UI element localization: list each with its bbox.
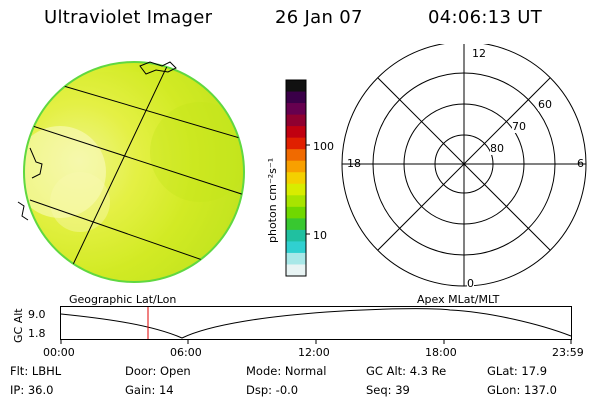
mode-info: Mode: Normal	[246, 364, 327, 378]
colorbar-stripe	[286, 264, 306, 277]
polar-caption: Apex MLat/MLT	[417, 293, 500, 306]
earth-texture	[24, 72, 244, 282]
seq-info: Seq: 39	[366, 383, 410, 397]
colorbar-stripe	[286, 149, 306, 162]
mlt-label-18: 18	[347, 157, 361, 170]
observation-date: 26 Jan 07	[275, 7, 363, 28]
colorbar-stripe	[286, 241, 306, 254]
colorbar-stripe	[286, 137, 306, 150]
disk-limb	[23, 61, 245, 283]
filter-info: Flt: LBHL	[10, 364, 62, 378]
colorbar-stripe	[286, 114, 306, 127]
altitude-tick-max: 9.0	[28, 308, 46, 321]
glat-info: GLat: 17.9	[487, 364, 548, 378]
colorbar-stripe	[286, 218, 306, 231]
mlt-label-6: 6	[577, 157, 584, 170]
earth-image-panel	[17, 61, 245, 283]
time-tick-1800: 18:00	[425, 346, 457, 359]
time-tick-0600: 06:00	[170, 346, 202, 359]
gain-info: Gain: 14	[125, 383, 174, 397]
coastline-southwest	[17, 201, 29, 221]
polar-plot	[341, 44, 587, 287]
colorbar-stripe	[286, 160, 306, 173]
door-info: Door: Open	[125, 364, 191, 378]
ip-info: IP: 36.0	[10, 383, 54, 397]
colorbar-tick-10: 10	[313, 229, 327, 242]
altitude-axis-label: GC Alt	[12, 308, 25, 343]
colorbar-frame	[285, 79, 307, 277]
colorbar-stripe	[286, 206, 306, 219]
altitude-tick-min: 1.8	[28, 327, 46, 340]
time-tick-1200: 12:00	[298, 346, 330, 359]
instrument-title: Ultraviolet Imager	[44, 7, 213, 28]
glon-info: GLon: 137.0	[487, 383, 557, 397]
colorbar-stripe	[286, 103, 306, 116]
colorbar-stripe	[286, 91, 306, 104]
colorbar-stripe	[286, 183, 306, 196]
mlt-label-0: 0	[467, 277, 474, 290]
latlon-grid	[24, 62, 244, 282]
gc-altitude-info: GC Alt: 4.3 Re	[366, 364, 447, 378]
colorbar-stripes	[286, 80, 306, 277]
observation-time: 04:06:13 UT	[428, 7, 543, 28]
mlt-label-12: 12	[472, 47, 486, 60]
colorbar-stripe	[286, 80, 306, 93]
left-panel-caption: Geographic Lat/Lon	[69, 293, 177, 306]
time-tick-2359: 23:59	[552, 346, 584, 359]
colorbar-stripe	[286, 229, 306, 242]
earth-disk	[24, 62, 244, 282]
mlat-label-80: 80	[490, 142, 504, 155]
colorbar-tick-100: 100	[313, 140, 334, 153]
mlat-label-70: 70	[512, 120, 526, 133]
colorbar-stripe	[286, 252, 306, 265]
mlat-label-60: 60	[538, 98, 552, 111]
colorbar-stripe	[286, 195, 306, 208]
polar-grid	[341, 44, 587, 287]
altitude-timeline	[60, 306, 572, 344]
time-tick-0000: 00:00	[43, 346, 75, 359]
altitude-curve	[60, 308, 572, 339]
coastline-west	[29, 147, 43, 179]
coastline-north	[139, 61, 177, 75]
colorbar-stripe	[286, 172, 306, 185]
timeline-frame	[60, 306, 572, 340]
colorbar-unit-label: photon cm⁻²s⁻¹	[266, 157, 279, 243]
dsp-info: Dsp: -0.0	[246, 383, 299, 397]
colorbar	[285, 79, 310, 277]
colorbar-stripe	[286, 126, 306, 139]
timeline-ticks	[60, 339, 572, 344]
